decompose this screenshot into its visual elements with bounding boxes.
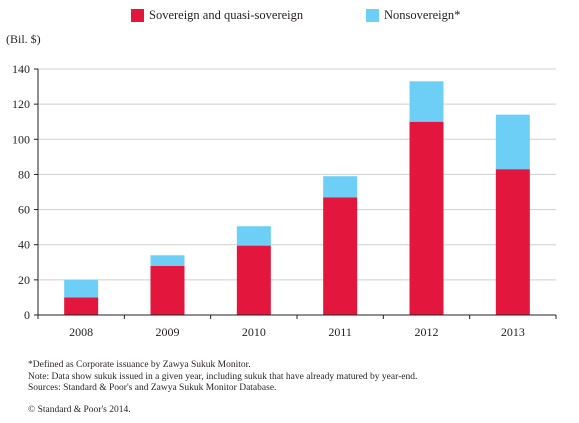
y-tick-label-0: 0 xyxy=(24,308,30,322)
y-tick-label-20: 20 xyxy=(18,273,30,287)
y-axis-label: (Bil. $) xyxy=(6,32,41,46)
x-tick-label-2010: 2010 xyxy=(242,325,266,339)
bar-sovereign-2011 xyxy=(323,197,358,315)
y-tick-label-140: 140 xyxy=(12,62,30,76)
bar-nonsovereign-2009 xyxy=(150,255,185,266)
bar-nonsovereign-2010 xyxy=(236,226,271,246)
bar-nonsovereign-2013 xyxy=(495,114,530,170)
x-tick-label-2011: 2011 xyxy=(328,325,352,339)
copyright: © Standard & Poor's 2014. xyxy=(28,405,131,415)
legend: Sovereign and quasi-sovereign Nonsoverei… xyxy=(0,8,579,28)
x-tick-label-2009: 2009 xyxy=(156,325,180,339)
bar-sovereign-2009 xyxy=(150,265,185,315)
bar-nonsovereign-2012 xyxy=(409,81,444,122)
footnotes: *Defined as Corporate issuance by Zawya … xyxy=(28,360,417,395)
bar-sovereign-2012 xyxy=(409,121,444,315)
legend-swatch-nonsovereign xyxy=(366,9,379,22)
x-tick-label-2013: 2013 xyxy=(501,325,525,339)
y-tick-label-60: 60 xyxy=(18,203,30,217)
footnote-sources: Sources: Standard & Poor's and Zawya Suk… xyxy=(28,383,277,393)
footnote-definition: *Defined as Corporate issuance by Zawya … xyxy=(28,360,251,370)
legend-item-sovereign: Sovereign and quasi-sovereign xyxy=(131,8,303,23)
x-tick-label-2008: 2008 xyxy=(69,325,93,339)
bar-nonsovereign-2008 xyxy=(64,279,99,298)
y-tick-label-80: 80 xyxy=(18,167,30,181)
bar-sovereign-2008 xyxy=(64,297,99,315)
bar-sovereign-2013 xyxy=(495,169,530,315)
legend-swatch-sovereign xyxy=(131,9,144,22)
bar-nonsovereign-2011 xyxy=(323,176,358,198)
y-tick-label-120: 120 xyxy=(12,97,30,111)
x-tick-label-2012: 2012 xyxy=(415,325,439,339)
footnote-note: Note: Data show sukuk issued in a given … xyxy=(28,371,418,382)
y-tick-label-40: 40 xyxy=(18,238,30,252)
legend-label-nonsovereign: Nonsovereign* xyxy=(384,8,461,22)
bar-sovereign-2010 xyxy=(236,245,271,315)
plot-area: 0 20 40 60 80 100 120 140 2008 2009 2010 2011 2012 20… xyxy=(12,62,557,339)
legend-item-nonsovereign: Nonsovereign* xyxy=(366,8,460,23)
y-tick-label-100: 100 xyxy=(12,132,30,146)
legend-label-sovereign: Sovereign and quasi-sovereign xyxy=(149,8,304,22)
